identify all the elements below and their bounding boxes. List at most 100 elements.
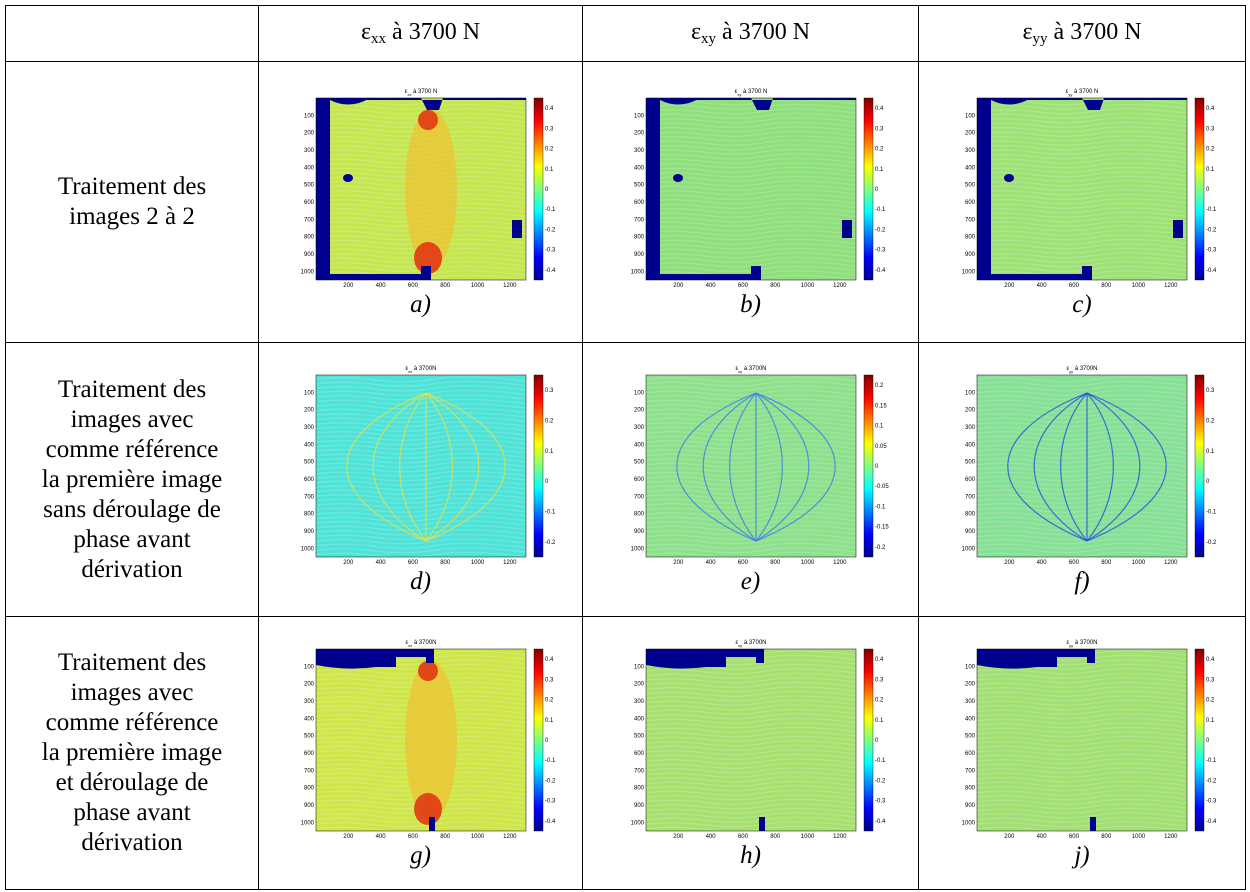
mask [1173, 219, 1183, 238]
x-tick-label: 1000 [800, 283, 814, 289]
y-tick-label: 300 [965, 699, 976, 705]
texture [976, 385, 1188, 392]
texture [315, 251, 526, 258]
colorbar [1194, 374, 1205, 558]
texture [976, 416, 1188, 423]
texture [645, 533, 856, 540]
texture [976, 497, 1188, 504]
crack-line [425, 392, 479, 542]
texture [976, 493, 1188, 500]
texture [315, 793, 526, 800]
colorbar-label: -0.2 [545, 227, 556, 233]
hot-spot [417, 660, 438, 681]
colorbar-label: 0.4 [545, 106, 554, 112]
caption: a) [410, 290, 431, 318]
mask [755, 648, 764, 663]
plot-title: εxy à 3700N [735, 366, 766, 374]
mask [977, 648, 1087, 669]
texture [645, 690, 856, 697]
y-tick-label: 100 [965, 390, 976, 396]
colorbar [533, 97, 543, 280]
texture [645, 425, 856, 432]
mask [750, 265, 761, 280]
symbol: ε [405, 640, 408, 646]
texture [976, 676, 1188, 683]
x-tick-label: 200 [1004, 560, 1015, 566]
y-tick-label: 1000 [962, 269, 976, 275]
colorbar-label: -0.1 [545, 207, 556, 213]
texture [645, 125, 856, 132]
colorbar-label: -0.2 [1206, 778, 1217, 784]
colorbar-label: -0.4 [875, 267, 886, 273]
texture [315, 416, 526, 423]
texture [645, 739, 856, 746]
y-tick-label: 500 [303, 733, 314, 739]
header-text: à 3700 N [1047, 19, 1142, 45]
x-tick-label: 400 [375, 834, 386, 840]
panel-cell: εxy à 3700N 100 200 300 400 500 600 700 800 900 10… [582, 616, 919, 890]
crack-line [345, 392, 426, 542]
mask [329, 97, 370, 105]
texture [645, 143, 856, 150]
y-tick-label: 900 [965, 529, 976, 535]
texture [976, 430, 1188, 437]
texture [645, 699, 856, 706]
y-tick-label: 700 [303, 217, 314, 223]
symbol: ε [360, 19, 372, 45]
colorbar-label: 0.1 [545, 166, 554, 172]
texture [645, 403, 856, 410]
subscript: yy [1032, 31, 1048, 47]
texture [976, 247, 1188, 254]
texture [976, 667, 1188, 674]
texture [976, 753, 1188, 760]
y-tick-label: 1000 [300, 820, 314, 826]
colorbar-label: -0.1 [1206, 207, 1217, 213]
label-line: Traitement des [57, 649, 207, 676]
texture [315, 811, 526, 818]
plot-title: εyy à 3700N [1066, 366, 1097, 374]
y-tick-label: 500 [303, 460, 314, 466]
crack-line [675, 392, 756, 542]
texture [976, 380, 1188, 387]
texture [315, 412, 526, 419]
mask [758, 816, 765, 831]
x-tick-label: 200 [343, 283, 354, 289]
texture [315, 403, 526, 410]
field [645, 97, 856, 280]
texture [976, 470, 1188, 477]
x-tick-label: 200 [1004, 283, 1015, 289]
texture [645, 152, 856, 159]
texture [645, 389, 856, 396]
colorbar-label: -0.3 [1206, 247, 1217, 253]
texture [645, 493, 856, 500]
mask [342, 173, 353, 182]
colorbar-label: 0.2 [545, 146, 554, 152]
panel-cell: εxx à 3700 N 100 200 300 400 500 600 700 800 900 1… [258, 61, 583, 343]
texture [645, 784, 856, 791]
texture [645, 202, 856, 209]
texture [315, 112, 526, 119]
x-tick-label: 400 [705, 283, 716, 289]
texture [315, 260, 526, 267]
texture [976, 443, 1188, 450]
texture [976, 233, 1188, 240]
texture [645, 256, 856, 263]
texture [976, 748, 1188, 755]
texture [645, 744, 856, 751]
texture [645, 766, 856, 773]
texture [315, 107, 526, 114]
table-row: Traitement des images avec comme référence… [5, 616, 1246, 890]
label-line: dérivation [81, 555, 183, 583]
subscript: xy [738, 642, 742, 647]
crack-line [728, 392, 756, 542]
title-text: à 3700 N [1072, 89, 1098, 95]
texture [976, 107, 1188, 114]
colorbar-label: 0.4 [1206, 657, 1215, 663]
field [977, 97, 1187, 280]
texture [976, 389, 1188, 396]
strain-map: εyy à 3700N 100 200 300 400 500 600 700 800 900 10… [962, 640, 1217, 840]
texture [315, 448, 526, 455]
texture [645, 708, 856, 715]
label-line: images avec [70, 679, 194, 706]
texture [645, 735, 856, 742]
